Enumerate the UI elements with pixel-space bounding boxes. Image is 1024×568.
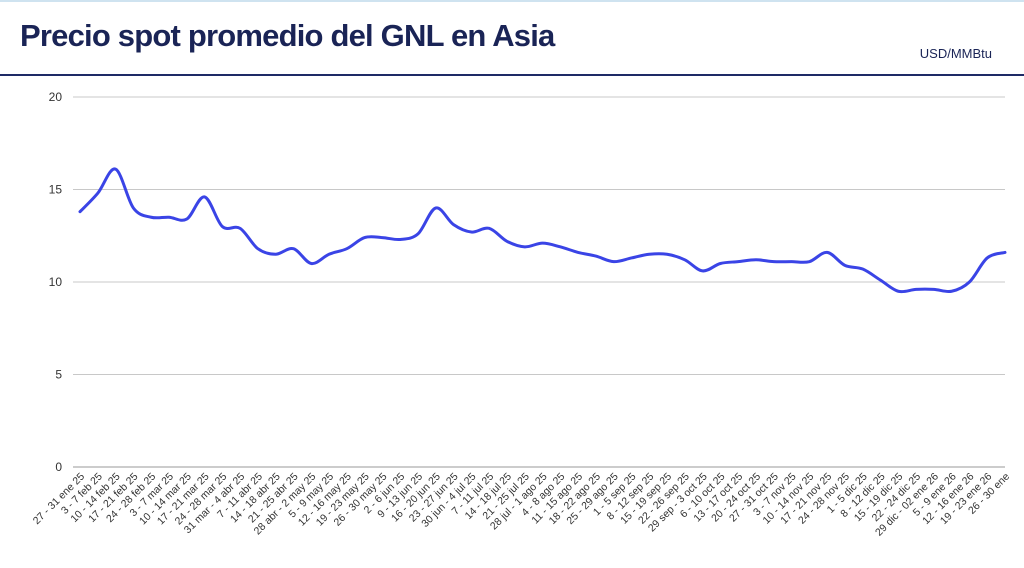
y-tick-label: 5 bbox=[55, 368, 62, 382]
y-tick-label: 10 bbox=[49, 275, 63, 289]
series-layer bbox=[79, 168, 1007, 293]
y-tick-label: 15 bbox=[49, 183, 63, 197]
grid-layer bbox=[73, 97, 1005, 467]
series-line bbox=[80, 169, 1005, 292]
y-tick-label: 0 bbox=[55, 460, 62, 474]
y-tick-label: 20 bbox=[49, 90, 63, 104]
y-axis-ticks: 0 5 10 15 20 bbox=[49, 90, 63, 474]
